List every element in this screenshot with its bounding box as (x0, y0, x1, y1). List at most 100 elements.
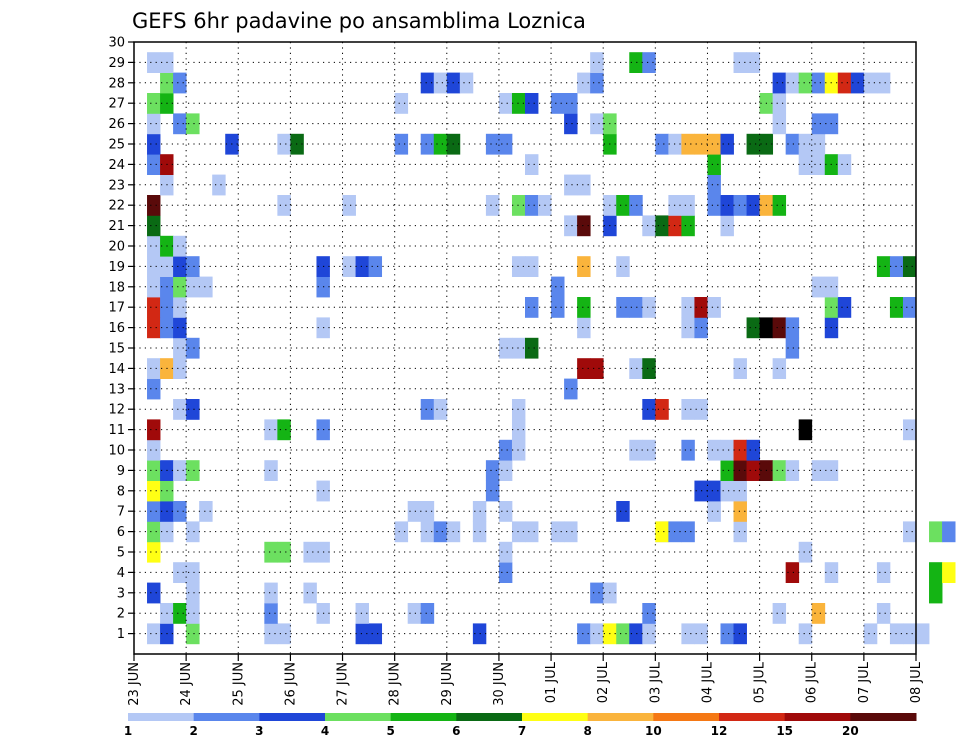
colorbar-label: 6 (452, 724, 460, 738)
data-cell (564, 174, 578, 196)
colorbar-swatch (587, 713, 654, 721)
data-cell (902, 623, 917, 645)
data-cell (173, 399, 187, 420)
data-cell (173, 460, 187, 481)
y-tick-label: 17 (108, 301, 125, 316)
data-cell (511, 419, 526, 441)
data-cell (186, 623, 200, 645)
data-cell (525, 337, 539, 359)
data-cell (629, 439, 643, 461)
y-tick-label: 26 (108, 117, 125, 132)
data-cell (277, 133, 291, 155)
data-cell (147, 215, 161, 237)
y-tick-label: 27 (108, 97, 125, 112)
data-cell (173, 256, 187, 277)
data-cell (642, 297, 656, 318)
data-cell (811, 603, 826, 624)
data-cell (929, 562, 943, 583)
data-cell (785, 562, 800, 583)
data-cell (485, 460, 500, 481)
data-cell (785, 133, 800, 155)
data-cell (186, 113, 200, 135)
data-cell (173, 235, 187, 257)
data-cell (707, 133, 721, 155)
data-cell (420, 399, 435, 420)
y-tick-label: 30 (108, 36, 125, 51)
data-cell (720, 480, 734, 502)
data-cell (147, 541, 161, 563)
data-cell (147, 297, 161, 318)
data-cell (564, 378, 578, 400)
data-cell (681, 623, 695, 645)
colorbar-label: 15 (776, 724, 793, 738)
data-cell (147, 154, 161, 175)
colorbar-label: 1 (124, 724, 132, 738)
data-cell (551, 521, 565, 543)
data-cell (420, 133, 435, 155)
data-cell (407, 501, 422, 522)
data-cell (173, 113, 187, 135)
data-cell (564, 113, 578, 135)
data-cell (655, 521, 669, 543)
data-cell (785, 460, 800, 481)
data-cell (485, 133, 500, 155)
y-tick-label: 11 (108, 423, 125, 438)
data-cell (173, 72, 187, 94)
data-cell (472, 623, 487, 645)
data-cell (902, 256, 917, 277)
data-cell (707, 501, 721, 522)
y-tick-label: 15 (108, 342, 125, 357)
data-cell (655, 399, 669, 420)
data-cell (642, 603, 656, 624)
data-cell (147, 256, 161, 277)
data-cell (629, 358, 643, 379)
data-cell (811, 154, 826, 175)
data-cell (355, 603, 369, 624)
data-cell (407, 603, 422, 624)
y-tick-label: 12 (108, 403, 125, 418)
data-cell (511, 256, 526, 277)
data-cell (798, 419, 813, 441)
data-cell (798, 623, 813, 645)
data-cell (147, 582, 161, 604)
data-cell (525, 154, 539, 175)
chart-title: GEFS 6hr padavine po ansamblima Loznica (132, 9, 586, 33)
data-cell (746, 195, 760, 216)
x-tick-label: 03 JUL (648, 661, 663, 703)
data-cell (746, 52, 760, 73)
data-cell (681, 521, 695, 543)
y-tick-label: 13 (108, 382, 125, 397)
data-cell (798, 133, 813, 155)
data-cell (837, 72, 852, 94)
data-cell (147, 460, 161, 481)
data-cell (498, 439, 513, 461)
y-tick-label: 8 (117, 484, 125, 499)
y-tick-label: 16 (108, 321, 125, 336)
data-cell (525, 297, 539, 318)
data-cell (642, 215, 656, 237)
data-cell (720, 439, 734, 461)
data-cell (511, 439, 526, 461)
data-cell (720, 623, 734, 645)
colorbar-label: 5 (386, 724, 394, 738)
data-cell (355, 623, 369, 645)
data-cell (186, 276, 200, 298)
x-tick-label: 07 JUL (857, 661, 872, 703)
data-cell (511, 195, 526, 216)
y-tick-label: 6 (117, 525, 125, 540)
data-cell (707, 297, 721, 318)
data-cell (889, 297, 904, 318)
y-tick-label: 2 (117, 607, 125, 622)
data-cell (876, 256, 891, 277)
data-cell (577, 297, 591, 318)
data-cell (186, 256, 200, 277)
data-cell (929, 582, 943, 604)
colorbar-swatch (850, 713, 917, 721)
y-tick-label: 19 (108, 260, 125, 275)
data-cell (551, 297, 565, 318)
data-cell (655, 133, 669, 155)
data-cell (720, 195, 734, 216)
data-cell (876, 562, 891, 583)
data-cell (498, 133, 513, 155)
data-cell (147, 521, 161, 543)
